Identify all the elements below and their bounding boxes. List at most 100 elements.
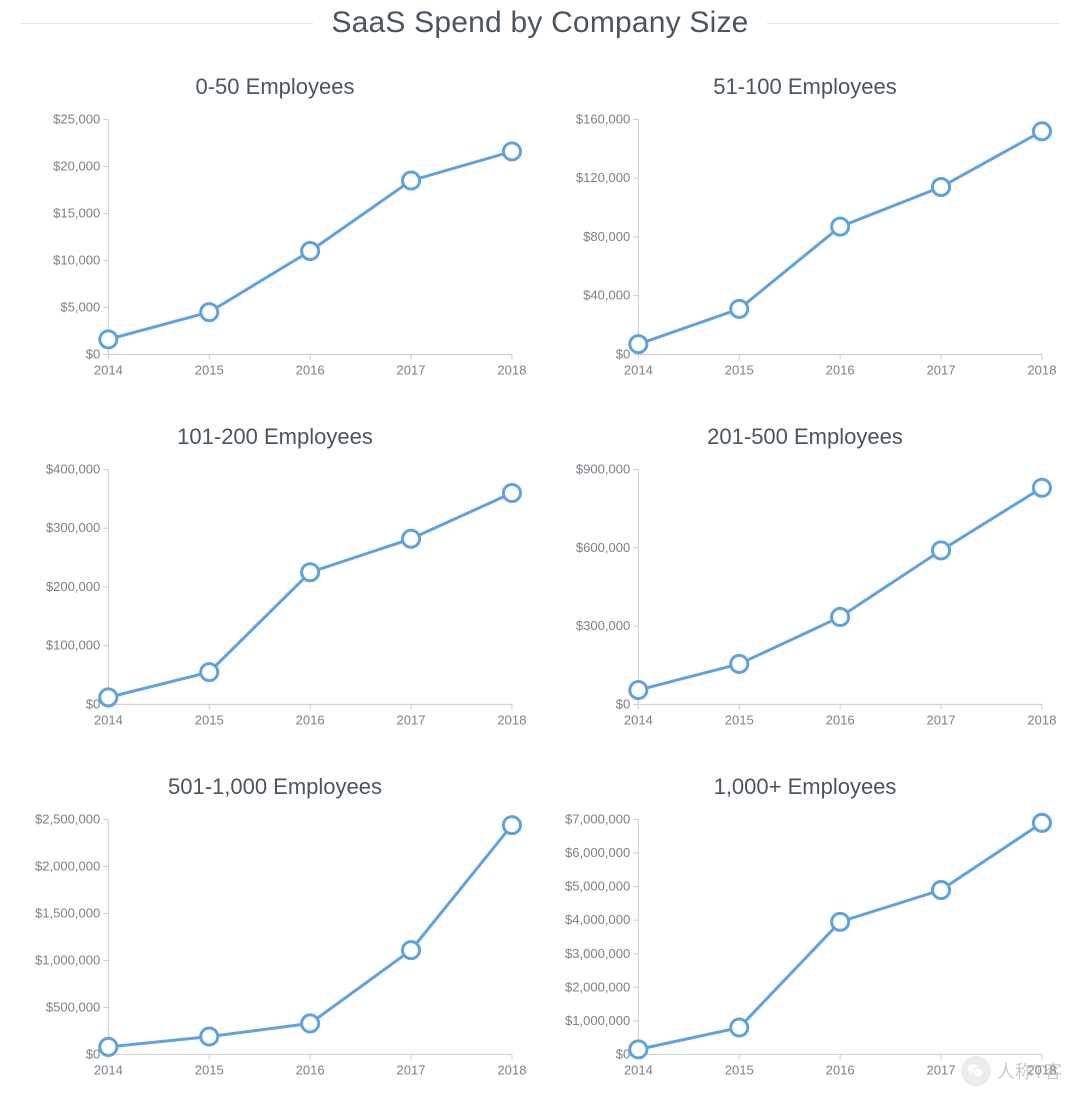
y-tick-label: $10,000: [53, 252, 100, 267]
panel-title: 501-1,000 Employees: [24, 774, 526, 800]
title-row: SaaS Spend by Company Size: [0, 0, 1080, 50]
x-tick-label: 2015: [725, 713, 754, 728]
data-point: [201, 664, 218, 681]
x-tick-label: 2018: [1027, 1063, 1056, 1078]
chart-panel-4: 501-1,000 Employees $0$500,000$1,000,000$…: [10, 750, 540, 1100]
x-tick-label: 2015: [195, 713, 224, 728]
data-point: [832, 608, 849, 625]
data-point: [933, 881, 950, 898]
y-tick-label: $20,000: [53, 158, 100, 173]
data-point: [100, 331, 117, 348]
panel-title: 1,000+ Employees: [554, 774, 1056, 800]
data-point: [630, 336, 647, 353]
series-line: [638, 488, 1042, 690]
chart-panel-3: 201-500 Employees$0$300,000$600,000$900,…: [540, 400, 1070, 750]
title-divider-right: [767, 23, 1060, 24]
title-divider-left: [20, 23, 313, 24]
data-point: [100, 1038, 117, 1055]
x-tick-label: 2018: [497, 713, 526, 728]
y-tick-label: $1,500,000: [35, 905, 100, 920]
x-tick-label: 2017: [927, 713, 956, 728]
data-point: [731, 655, 748, 672]
line-chart: $0$500,000$1,000,000$1,500,000$2,000,000…: [24, 806, 526, 1090]
data-point: [503, 484, 520, 501]
y-tick-label: $100,000: [46, 638, 100, 653]
data-point: [503, 143, 520, 160]
x-tick-label: 2014: [94, 713, 123, 728]
x-tick-label: 2018: [1027, 713, 1056, 728]
data-point: [630, 1041, 647, 1058]
y-tick-label: $4,000,000: [565, 912, 630, 927]
x-tick-label: 2017: [397, 713, 426, 728]
y-tick-label: $2,500,000: [35, 812, 100, 827]
y-tick-label: $600,000: [576, 540, 630, 555]
panel-title: 101-200 Employees: [24, 424, 526, 450]
x-tick-label: 2016: [826, 713, 855, 728]
y-tick-label: $0: [86, 346, 101, 361]
chart-panel-5: 1,000+ Employees$0$1,000,000$2,000,000$3…: [540, 750, 1070, 1100]
y-tick-label: $0: [86, 696, 101, 711]
x-tick-label: 2016: [296, 363, 325, 378]
chart-wrap: $0$300,000$600,000$900,00020142015201620…: [554, 456, 1056, 740]
x-tick-label: 2017: [927, 1063, 956, 1078]
y-tick-label: $1,000,000: [565, 1013, 630, 1028]
data-point: [1033, 814, 1050, 831]
y-tick-label: $120,000: [576, 170, 630, 185]
data-point: [302, 243, 319, 260]
y-tick-label: $15,000: [53, 205, 100, 220]
chart-wrap: $0$500,000$1,000,000$1,500,000$2,000,000…: [24, 806, 526, 1090]
main-title: SaaS Spend by Company Size: [313, 6, 766, 40]
line-chart: $0 $100,000 $200,000 $300,000 $400,000 2014 20…: [24, 456, 526, 740]
data-point: [403, 172, 420, 189]
chart-wrap: $0 $100,000 $200,000 $300,000 $400,000 2014 20…: [24, 456, 526, 740]
y-tick-label: $7,000,000: [565, 812, 630, 827]
y-tick-label: $300,000: [46, 520, 100, 535]
data-point: [302, 1015, 319, 1032]
data-point: [933, 542, 950, 559]
data-point: [100, 689, 117, 706]
y-tick-label: $400,000: [46, 462, 100, 477]
line-chart: $0$40,000$80,000$120,000$160,00020142015…: [554, 106, 1056, 390]
chart-wrap: $0$1,000,000$2,000,000$3,000,000$4,000,0…: [554, 806, 1056, 1090]
y-tick-label: $5,000: [60, 299, 100, 314]
x-tick-label: 2017: [397, 363, 426, 378]
line-chart: $0$1,000,000$2,000,000$3,000,000$4,000,0…: [554, 806, 1056, 1090]
data-point: [731, 300, 748, 317]
y-tick-label: $0: [86, 1046, 101, 1061]
y-tick-label: $0: [616, 346, 631, 361]
y-tick-label: $25,000: [53, 112, 100, 127]
y-tick-label: $900,000: [576, 462, 630, 477]
data-point: [201, 1028, 218, 1045]
y-tick-label: $2,000,000: [565, 979, 630, 994]
x-tick-label: 2015: [195, 363, 224, 378]
x-tick-label: 2016: [826, 363, 855, 378]
x-tick-label: 2016: [296, 1063, 325, 1078]
y-tick-label: $0: [616, 1046, 631, 1061]
charts-grid: 0-50 Employees $0 $5,000 $10,000 $15,000 $20,…: [0, 50, 1080, 1100]
x-tick-label: 2017: [397, 1063, 426, 1078]
data-point: [201, 304, 218, 321]
x-tick-label: 2014: [624, 713, 653, 728]
chart-panel-2: 101-200 Employees $0 $100,000 $200,000 $300,…: [10, 400, 540, 750]
chart-panel-0: 0-50 Employees $0 $5,000 $10,000 $15,000 $20,…: [10, 50, 540, 400]
series-line: [108, 493, 512, 697]
x-tick-label: 2014: [624, 1063, 653, 1078]
panel-title: 201-500 Employees: [554, 424, 1056, 450]
x-tick-label: 2016: [826, 1063, 855, 1078]
panel-title: 51-100 Employees: [554, 74, 1056, 100]
data-point: [302, 564, 319, 581]
y-tick-label: $160,000: [576, 112, 630, 127]
y-tick-label: $40,000: [583, 288, 630, 303]
x-tick-label: 2015: [195, 1063, 224, 1078]
x-tick-label: 2018: [497, 363, 526, 378]
data-point: [832, 913, 849, 930]
line-chart: $0 $5,000 $10,000 $15,000 $20,000 $25,000 2014…: [24, 106, 526, 390]
series-line: [638, 823, 1042, 1050]
data-point: [503, 817, 520, 834]
chart-wrap: $0$40,000$80,000$120,000$160,00020142015…: [554, 106, 1056, 390]
data-point: [933, 178, 950, 195]
data-point: [403, 530, 420, 547]
y-tick-label: $200,000: [46, 579, 100, 594]
panel-title: 0-50 Employees: [24, 74, 526, 100]
x-tick-label: 2014: [94, 363, 123, 378]
